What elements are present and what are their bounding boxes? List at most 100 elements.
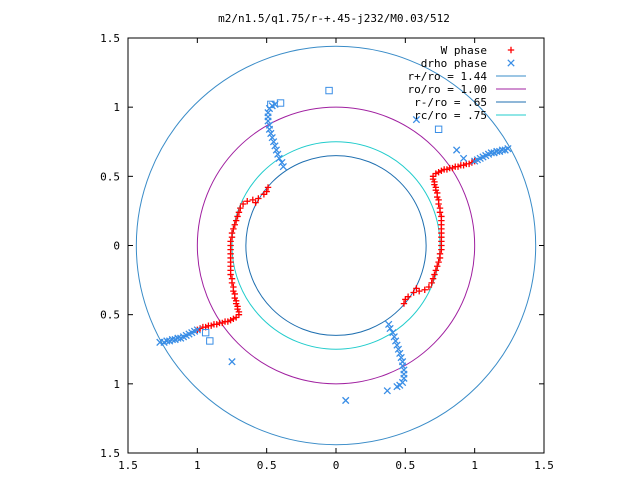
legend-marker bbox=[507, 46, 515, 54]
x-tick-label: 1 bbox=[194, 459, 201, 472]
drho-phase-point bbox=[394, 345, 403, 353]
w-phase-point bbox=[255, 195, 262, 202]
x-tick-label: 0.5 bbox=[395, 459, 415, 472]
y-tick-label: 0.5 bbox=[100, 309, 120, 322]
drho-phase-point bbox=[393, 382, 401, 391]
w-phase-point bbox=[402, 296, 409, 303]
w-phase-point bbox=[232, 217, 240, 224]
drho-phase-point bbox=[493, 147, 501, 156]
circle-r-1 bbox=[196, 106, 476, 385]
w-phase-point bbox=[425, 283, 433, 291]
y-tick-label: 1 bbox=[113, 101, 120, 114]
x-tick-label: 1 bbox=[471, 459, 478, 472]
drho-phase-point bbox=[342, 396, 350, 405]
drho-phase-point bbox=[398, 362, 407, 370]
x-tick-label: 0 bbox=[333, 459, 340, 472]
w-phase-point bbox=[438, 246, 445, 253]
w-phase-point bbox=[436, 209, 444, 216]
drho-phase-point bbox=[504, 145, 512, 153]
w-phase-point bbox=[400, 300, 408, 307]
w-phase-point bbox=[410, 289, 417, 296]
drho-phase-point bbox=[268, 133, 276, 142]
w-phase-point bbox=[231, 221, 238, 228]
drho-phase-point bbox=[228, 358, 236, 366]
w-phase-point bbox=[228, 275, 236, 282]
square-point bbox=[276, 99, 285, 107]
drho-phase-point bbox=[412, 115, 421, 124]
legend-label: drho phase bbox=[421, 57, 487, 70]
legend-label: rc/ro = .75 bbox=[414, 109, 487, 122]
w-phase-point bbox=[237, 204, 244, 212]
drho-phase-point bbox=[165, 337, 174, 345]
w-phase-point bbox=[228, 229, 236, 237]
drho-phase-point bbox=[275, 154, 283, 163]
drho-phase-point bbox=[390, 333, 398, 341]
w-phase-point bbox=[235, 209, 243, 216]
w-phase-point bbox=[230, 283, 237, 291]
data-points bbox=[156, 86, 512, 405]
w-phase-point bbox=[264, 184, 272, 191]
w-phase-point bbox=[227, 238, 234, 245]
drho-phase-point bbox=[264, 109, 272, 117]
circle-r-0-75 bbox=[231, 141, 441, 350]
drho-phase-point bbox=[279, 162, 287, 171]
w-phase-point bbox=[230, 225, 237, 233]
w-phase-point bbox=[436, 254, 444, 262]
drho-phase-point bbox=[396, 349, 404, 358]
x-tick-label: 1.5 bbox=[534, 459, 554, 472]
drho-phase-point bbox=[393, 341, 401, 349]
w-phase-point bbox=[429, 275, 437, 282]
square-point bbox=[201, 328, 210, 337]
circle-r-1-44 bbox=[135, 45, 537, 446]
drho-phase-point bbox=[278, 158, 286, 167]
x-tick-label: 1.5 bbox=[118, 459, 138, 472]
w-phase-point bbox=[432, 267, 440, 274]
y-tick-label: 0.5 bbox=[100, 170, 120, 183]
drho-phase-point bbox=[498, 146, 507, 154]
w-phase-point bbox=[434, 263, 441, 270]
legend-label: ro/ro = 1.00 bbox=[408, 83, 487, 96]
w-phase-point bbox=[435, 200, 442, 208]
w-phase-point bbox=[263, 188, 270, 195]
drho-phase-point bbox=[389, 328, 397, 337]
drho-phase-point bbox=[271, 142, 279, 150]
drho-phase-point bbox=[269, 138, 278, 146]
drho-phase-point bbox=[487, 149, 495, 157]
w-phase-point bbox=[244, 198, 251, 205]
drho-phase-point bbox=[397, 353, 405, 362]
legend-label: r-/ro = .65 bbox=[414, 96, 487, 109]
drho-phase-point bbox=[267, 129, 275, 138]
square-point bbox=[206, 337, 214, 345]
w-phase-point bbox=[252, 199, 259, 206]
square-point bbox=[434, 125, 443, 133]
drho-phase-point bbox=[391, 337, 400, 345]
w-phase-point bbox=[435, 258, 442, 266]
w-phase-point bbox=[421, 286, 428, 293]
w-phase-point bbox=[239, 200, 247, 208]
legend-marker bbox=[507, 59, 515, 67]
circle-r-0-65 bbox=[245, 155, 427, 336]
drho-phase-point bbox=[385, 320, 393, 329]
legend-label: W phase bbox=[441, 44, 487, 57]
axis-ticks: 1.5 1 0.5 0 0.5 1 1.51.510.500.511.5 bbox=[100, 32, 554, 472]
drho-phase-point bbox=[386, 324, 394, 333]
square-point bbox=[267, 100, 275, 109]
drho-phase-point bbox=[274, 150, 282, 158]
y-tick-label: 1.5 bbox=[100, 32, 120, 45]
drho-phase-point bbox=[265, 121, 274, 129]
drho-phase-point bbox=[452, 146, 461, 154]
legend-label: r+/ro = 1.44 bbox=[408, 70, 488, 83]
x-tick-label: 0.5 bbox=[257, 459, 277, 472]
drho-phase-point bbox=[400, 374, 408, 382]
drho-phase-point bbox=[383, 387, 391, 395]
w-phase-point bbox=[234, 213, 241, 220]
w-phase-point bbox=[428, 279, 435, 287]
y-tick-label: 1 bbox=[113, 378, 120, 391]
drho-phase-point bbox=[156, 338, 164, 346]
drho-phase-point bbox=[177, 334, 185, 342]
drho-phase-point bbox=[459, 154, 468, 163]
drho-phase-point bbox=[272, 146, 281, 154]
